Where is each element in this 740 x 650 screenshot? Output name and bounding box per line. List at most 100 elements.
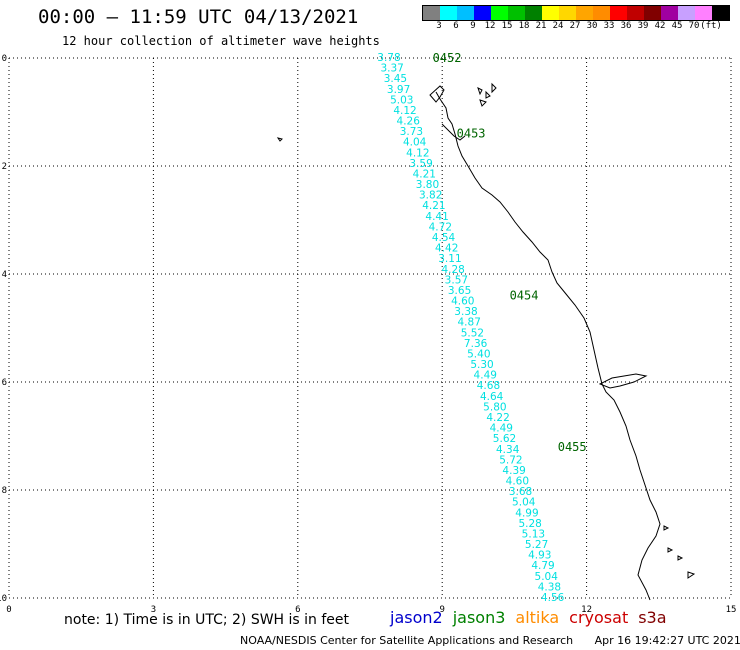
swh-value: 5.13 [522, 528, 545, 540]
colorbar-label: 45 [671, 21, 683, 31]
swh-value: 4.68 [477, 380, 500, 392]
swh-value: 3.45 [384, 73, 407, 85]
footer-note: note: 1) Time is in UTC; 2) SWH is in fe… [64, 612, 350, 628]
generated-timestamp: Apr 16 19:42:27 UTC 2021 [594, 634, 740, 647]
colorbar-label: 24 [552, 21, 564, 31]
swh-value: 4.22 [486, 412, 509, 424]
satellite-legend-jason2: jason2 [390, 608, 443, 627]
island-offshore [276, 137, 283, 142]
swh-value: 3.73 [400, 126, 423, 138]
satellite-legend-altika: altika [515, 608, 560, 627]
swh-value: 5.72 [499, 454, 522, 466]
colorbar-swatch [423, 6, 440, 20]
colorbar-label: 33 [603, 21, 615, 31]
swh-value: 4.64 [480, 391, 504, 403]
swh-value: 3.37 [380, 63, 403, 75]
satellite-legend-cryosat: cryosat [569, 608, 629, 627]
swh-value: 3.59 [409, 158, 432, 170]
colorbar-swatch [508, 6, 525, 20]
swh-value: 4.54 [432, 232, 456, 244]
coast-bay-north [429, 85, 445, 103]
colorbar-label: 21 [535, 21, 547, 31]
y-tick-label: -6 [0, 378, 7, 388]
coastline-path [435, 91, 661, 601]
colorbar-swatch [627, 6, 644, 20]
colorbar-label: 12 [484, 21, 496, 31]
swh-value: 4.21 [422, 200, 445, 212]
swh-value: 3.78 [377, 52, 400, 64]
colorbar-label: 30 [586, 21, 598, 31]
swh-value: 4.12 [393, 105, 416, 117]
swh-value: 3.82 [419, 190, 442, 202]
colorbar-label: 42 [654, 21, 666, 31]
colorbar-unit: (ft) [700, 21, 722, 31]
colorbar-swatch [610, 6, 627, 20]
satellite-legend: jason2 jason3 altika cryosat s3a [390, 608, 677, 627]
swh-value: 4.60 [506, 476, 529, 488]
colorbar-swatch [542, 6, 559, 20]
swh-value: 4.60 [451, 296, 474, 308]
y-tick-label: -2 [0, 162, 7, 172]
swh-value: 4.93 [528, 550, 551, 562]
x-tick-label: 3 [151, 605, 156, 615]
pass-time-label: 0454 [510, 289, 539, 303]
colorbar-label: 70 [688, 21, 700, 31]
swh-value: 4.49 [490, 423, 513, 435]
swh-value: 4.99 [515, 507, 538, 519]
swh-value: 5.28 [518, 518, 541, 530]
swh-value: 5.40 [467, 348, 490, 360]
colorbar-label: 39 [637, 21, 649, 31]
swh-value: 3.38 [454, 306, 477, 318]
swh-value: 5.04 [535, 571, 559, 583]
colorbar-swatch [593, 6, 610, 20]
pass-time-label: 0453 [457, 127, 486, 141]
swh-value: 4.12 [406, 147, 429, 159]
swh-value: 4.04 [403, 137, 427, 149]
colorbar-swatch [491, 6, 508, 20]
swh-value: 4.39 [502, 465, 525, 477]
coast-islands-south [663, 525, 696, 579]
swh-value: 5.62 [493, 433, 516, 445]
y-tick-label: -4 [0, 270, 7, 280]
x-tick-label: 15 [726, 605, 737, 615]
swh-value: 3.57 [445, 274, 468, 286]
swh-value: 5.52 [461, 327, 484, 339]
colorbar-swatch [695, 6, 712, 20]
swh-value: 7.36 [464, 338, 488, 350]
coastline [276, 82, 696, 601]
swh-value: 4.49 [474, 370, 497, 382]
colorbar-label: 6 [453, 21, 459, 31]
swh-value: 3.97 [387, 84, 410, 96]
colorbar-swatch [661, 6, 678, 20]
x-tick-label: 12 [581, 605, 592, 615]
swh-value: 5.80 [483, 401, 506, 413]
colorbar-label: 18 [518, 21, 530, 31]
colorbar-swatch [474, 6, 491, 20]
credit-text: NOAA/NESDIS Center for Satellite Applica… [240, 634, 574, 647]
swh-value: 4.28 [441, 264, 464, 276]
map-subtitle: 12 hour collection of altimeter wave hei… [62, 34, 380, 48]
colorbar-label: 3 [436, 21, 442, 31]
satellite-track: 3.783.373.453.975.034.124.263.734.044.12… [377, 52, 564, 604]
swh-value: 4.87 [458, 317, 481, 329]
satellite-legend-jason3: jason3 [452, 608, 506, 627]
y-tick-label: 0 [2, 54, 7, 64]
pass-time-label: 0452 [433, 51, 462, 65]
colorbar-swatch [678, 6, 695, 20]
coast-point-mid [598, 373, 648, 389]
map-title: 00:00 – 11:59 UTC 04/13/2021 [38, 6, 359, 28]
swh-value: 5.30 [470, 359, 493, 371]
satellite-legend-s3a: s3a [638, 608, 667, 627]
swh-value: 4.42 [435, 243, 458, 255]
colorbar-swatch [559, 6, 576, 20]
colorbar-label: 15 [501, 21, 513, 31]
x-tick-label: 6 [295, 605, 300, 615]
swh-value: 3.65 [448, 285, 471, 297]
swh-value: 4.38 [538, 581, 561, 593]
map-grid: 0 3 6 9 12 15 0 -2 -4 -6 -8 -10 [0, 54, 736, 615]
x-tick-label: 0 [6, 605, 11, 615]
swh-value: 4.34 [496, 444, 520, 456]
wave-height-colorbar [422, 5, 730, 21]
swh-value: 5.27 [525, 539, 548, 551]
